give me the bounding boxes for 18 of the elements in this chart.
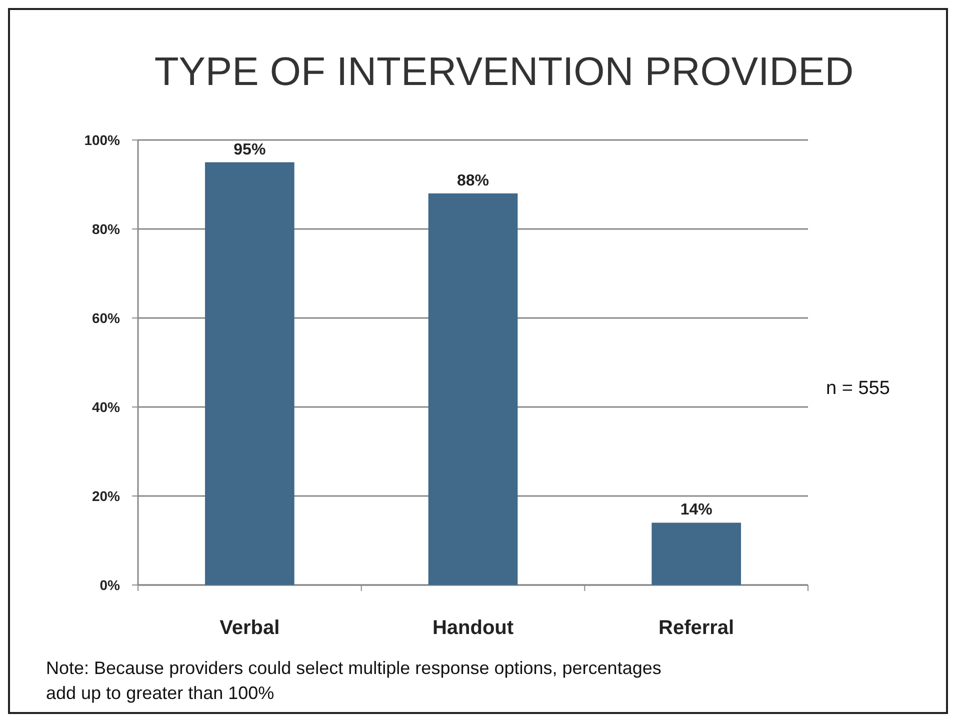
bar <box>205 162 294 585</box>
text: Note: Because providers could select multiple response options, percentages add up to greater than 100% <box>46 657 662 705</box>
data-label: 95% <box>234 141 266 158</box>
y-tick-label: 0% <box>100 577 121 593</box>
y-tick-label: 40% <box>92 399 121 415</box>
data-label: 88% <box>456 172 490 190</box>
x-tick-label: Referral <box>658 617 734 639</box>
y-tick-label: 20% <box>92 488 121 504</box>
y-tick-label: 100% <box>84 132 121 148</box>
y-tick-label: 80% <box>92 221 121 237</box>
x-tick-label: Handout <box>432 617 514 639</box>
text: n = 555 <box>826 378 890 399</box>
data-label: 14% <box>680 502 712 519</box>
bar <box>652 522 741 585</box>
chart-title: TYPE OF INTERVENTION PROVIDED <box>154 50 854 94</box>
y-tick-label: 60% <box>92 310 121 326</box>
bar <box>428 193 518 585</box>
x-tick-label: Verbal <box>220 617 280 639</box>
